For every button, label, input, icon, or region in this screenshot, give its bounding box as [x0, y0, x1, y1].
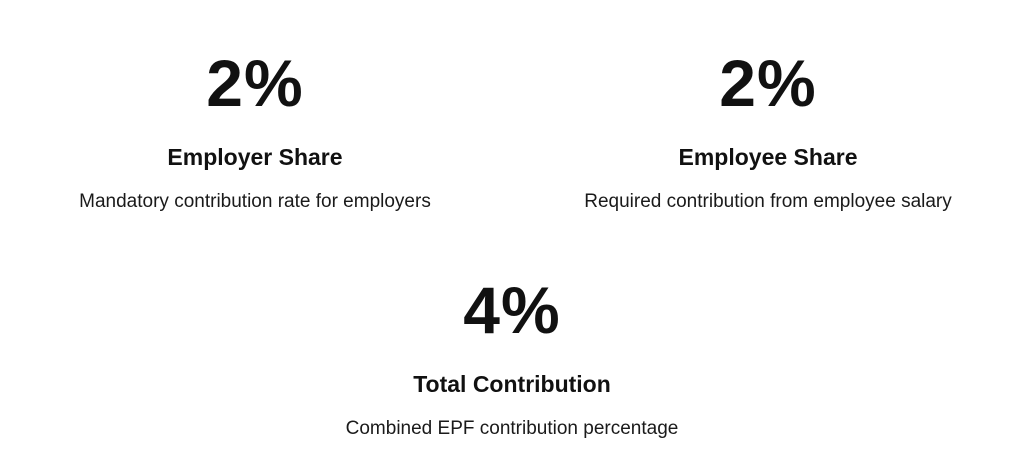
stat-description: Combined EPF contribution percentage — [345, 418, 679, 439]
stat-value: 4% — [463, 273, 561, 347]
stat-title: Employee Share — [678, 144, 858, 170]
stat-title: Total Contribution — [413, 371, 611, 397]
stat-description: Required contribution from employee sala… — [584, 191, 952, 212]
stat-card: 2% Employee Share Required contribution … — [528, 50, 1008, 214]
stat-title: Employer Share — [167, 144, 343, 170]
stat-card: 4% Total Contribution Combined EPF contr… — [272, 277, 752, 441]
stat-description: Mandatory contribution rate for employer… — [79, 191, 431, 212]
stat-card: 2% Employer Share Mandatory contribution… — [15, 50, 495, 214]
stat-value: 2% — [719, 46, 817, 120]
stat-value: 2% — [206, 46, 304, 120]
